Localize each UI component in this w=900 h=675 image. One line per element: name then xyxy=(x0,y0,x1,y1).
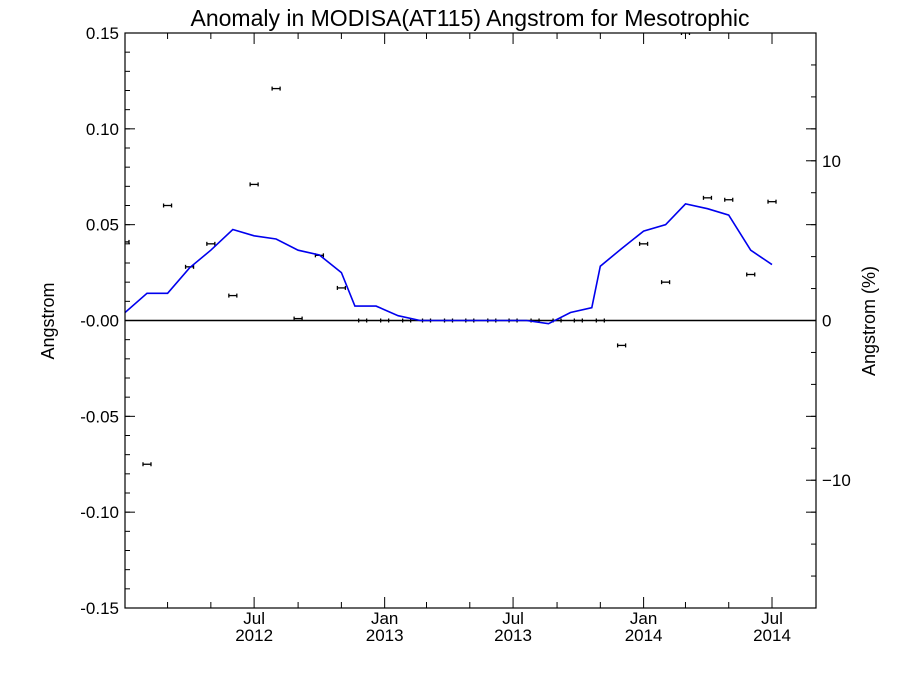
data-point xyxy=(660,280,671,285)
y-tick-label: -0.10 xyxy=(80,503,119,522)
data-point xyxy=(162,203,173,208)
data-point xyxy=(724,197,734,202)
y-tick-label: 0.05 xyxy=(86,216,119,235)
plot-area: 0.15 0.10 0.05 -0.00 -0.05 -0.10 -0.15 10 0 −10 Ju… xyxy=(80,24,851,645)
x-tick-label-year: 2014 xyxy=(625,626,663,645)
y-tick-label: -0.00 xyxy=(80,312,119,331)
data-point xyxy=(702,195,713,200)
y2-tick-label: 10 xyxy=(822,152,841,171)
x-tick-label-month: Jul xyxy=(761,609,783,628)
x-tick-label-month: Jan xyxy=(371,609,398,628)
data-point xyxy=(767,199,777,204)
data-point xyxy=(142,462,152,467)
y2-axis-label: Angstrom (%) xyxy=(859,266,879,376)
x-tick-label-month: Jan xyxy=(630,609,657,628)
data-point xyxy=(125,239,130,244)
x-tick-label-month: Jul xyxy=(502,609,524,628)
data-point xyxy=(616,343,627,348)
x-tick-label-year: 2012 xyxy=(235,626,273,645)
x-tick-label-year: 2013 xyxy=(494,626,532,645)
data-point xyxy=(228,293,238,298)
y-tick-label: 0.15 xyxy=(86,24,119,43)
data-point xyxy=(336,285,347,290)
chart-title: Anomaly in MODISA(AT115) Angstrom for Me… xyxy=(190,5,749,31)
data-point xyxy=(746,272,756,277)
y-tick-label: -0.05 xyxy=(80,407,119,426)
data-point xyxy=(380,318,390,323)
data-point xyxy=(358,318,368,323)
data-point xyxy=(573,318,583,323)
series-line xyxy=(125,203,773,325)
data-point xyxy=(206,241,216,246)
data-point xyxy=(293,316,303,321)
data-point xyxy=(680,33,691,35)
x-tick-label-year: 2013 xyxy=(366,626,404,645)
plot-frame xyxy=(124,32,817,609)
x-tick-label-month: Jul xyxy=(243,609,265,628)
y-tick-label: -0.15 xyxy=(80,599,119,618)
data-point xyxy=(638,241,649,246)
y-tick-label: 0.10 xyxy=(86,120,119,139)
y2-tick-label: −10 xyxy=(822,471,851,490)
y2-tick-label: 0 xyxy=(822,312,831,331)
y-axis-label: Angstrom xyxy=(38,282,58,359)
data-point xyxy=(401,318,412,323)
data-point xyxy=(271,86,281,91)
data-point xyxy=(249,182,259,187)
x-tick-label-year: 2014 xyxy=(753,626,791,645)
data-point xyxy=(595,318,605,323)
